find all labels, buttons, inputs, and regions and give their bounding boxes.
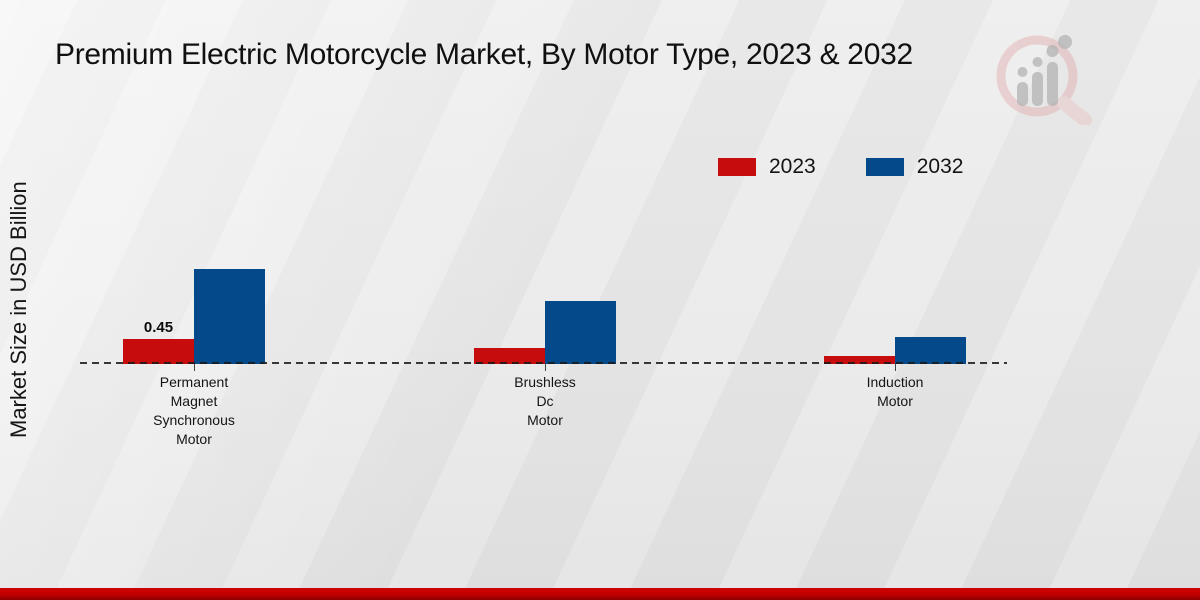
x-axis-dashed-line — [80, 362, 1007, 364]
legend-item-2023: 2023 — [718, 155, 816, 179]
legend-label-2032: 2032 — [916, 155, 964, 178]
category-label-line: Motor — [527, 412, 563, 428]
category-label: Brushless Dc Motor — [435, 373, 655, 430]
legend-label-2023: 2023 — [769, 155, 816, 178]
bar-2032-brushless-dc-motor — [545, 301, 616, 364]
legend-swatch-2023 — [718, 158, 756, 176]
category-label-line: Induction — [866, 374, 924, 390]
category-label-line: Brushless — [514, 374, 576, 390]
category-label-line: Synchronous — [153, 412, 235, 428]
category-label: Induction Motor — [785, 373, 1005, 411]
category-label-line: Magnet — [170, 393, 218, 409]
footer-accent-bar — [0, 588, 1200, 600]
x-axis-tick — [895, 364, 896, 371]
bar-2023-brushless-dc-motor — [474, 348, 545, 364]
legend-swatch-2032 — [865, 158, 904, 176]
brand-watermark — [993, 30, 1093, 130]
bar-2023-induction-motor — [824, 356, 895, 364]
legend-item-2032: 2032 — [865, 155, 964, 179]
bar-2023-permanent-magnet-synchronous-motor — [123, 339, 194, 364]
x-axis-tick — [194, 364, 195, 371]
chart-title: Premium Electric Motorcycle Market, By M… — [55, 38, 913, 71]
bar-2032-permanent-magnet-synchronous-motor — [194, 269, 265, 364]
legend: 2023 2032 — [718, 155, 963, 179]
x-axis-tick — [545, 364, 546, 371]
y-axis-label: Market Size in USD Billion — [6, 181, 31, 439]
magnifier-bar-chart-logo-icon — [996, 35, 1092, 127]
category-label-line: Motor — [176, 431, 212, 447]
category-label-line: Dc — [536, 393, 554, 409]
bar-2032-induction-motor — [895, 337, 966, 364]
category-label: Permanent Magnet Synchronous Motor — [84, 373, 304, 449]
category-label-line: Motor — [877, 393, 913, 409]
bar-value-label: 0.45 — [143, 319, 174, 336]
category-label-line: Permanent — [159, 374, 229, 390]
